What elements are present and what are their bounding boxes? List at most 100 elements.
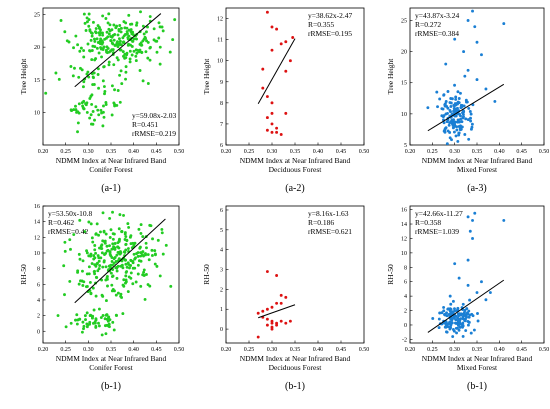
data-point — [160, 227, 164, 231]
data-point — [475, 291, 479, 294]
data-point — [126, 290, 130, 294]
data-point — [149, 224, 153, 228]
data-point — [104, 299, 108, 303]
regression-line — [427, 279, 505, 333]
data-point — [97, 321, 100, 325]
x-tick-label: 0.20 — [405, 149, 416, 155]
data-point — [462, 314, 466, 317]
data-point — [144, 253, 147, 257]
data-point — [125, 238, 129, 242]
data-point — [94, 317, 98, 321]
data-point — [87, 24, 91, 28]
data-point — [265, 317, 269, 321]
data-point — [81, 284, 85, 287]
y-tick-label: 20 — [401, 50, 407, 56]
data-point — [113, 104, 117, 108]
data-point — [97, 256, 101, 260]
data-point — [480, 53, 483, 57]
data-point — [139, 231, 143, 235]
data-point — [456, 118, 460, 122]
data-point — [270, 327, 274, 331]
data-point — [111, 48, 115, 52]
data-point — [265, 307, 269, 311]
data-point — [100, 243, 104, 247]
x-tick-label: 0.50 — [539, 149, 550, 155]
data-point — [90, 102, 94, 106]
data-point — [102, 104, 105, 108]
stats-line: y=43.87x-3.24 — [415, 11, 459, 20]
data-point — [291, 36, 295, 39]
data-point — [158, 274, 162, 278]
data-point — [150, 254, 154, 257]
data-point — [437, 326, 441, 330]
data-point — [112, 328, 116, 332]
data-point — [133, 241, 137, 245]
data-point — [76, 43, 80, 47]
chart-panel-b-1-deciduous: 0.20 0.25 0.30 0.35 0.40 0.45 0.50 0 1 2 3 4 5 6 y=8.1… — [202, 205, 369, 392]
stats-line: y=53.50x-10.8 — [48, 209, 92, 218]
data-point — [467, 137, 471, 141]
data-point — [445, 104, 449, 108]
data-point — [54, 71, 58, 75]
data-point — [164, 243, 168, 247]
data-point — [472, 328, 476, 332]
data-point — [464, 98, 468, 102]
data-point — [78, 257, 82, 261]
data-point — [469, 331, 473, 335]
data-point — [155, 50, 159, 54]
data-point — [110, 35, 114, 39]
stats-line: rRMSE=0.42 — [48, 227, 89, 236]
stats-line: rRMSE=1.039 — [415, 227, 459, 236]
data-point — [85, 311, 89, 315]
data-point — [442, 305, 446, 309]
data-point — [121, 312, 125, 316]
data-point — [122, 40, 126, 44]
data-point — [275, 301, 279, 305]
data-point — [96, 108, 100, 112]
data-point — [118, 39, 122, 43]
data-point — [275, 27, 279, 31]
data-point — [459, 106, 463, 110]
data-point — [124, 274, 128, 278]
data-point — [112, 101, 116, 105]
data-point — [103, 37, 107, 41]
data-point — [279, 319, 283, 323]
data-point — [442, 114, 446, 117]
x-tick-label: 0.25 — [60, 149, 71, 155]
data-point — [99, 108, 103, 112]
regression-line — [74, 218, 166, 304]
data-point — [79, 46, 83, 50]
data-point — [475, 40, 479, 44]
data-point — [288, 59, 292, 63]
x-tick-label: 0.40 — [494, 347, 505, 353]
data-point — [442, 121, 446, 125]
panel-label: (a-3) — [467, 183, 486, 194]
data-point — [84, 285, 88, 289]
data-point — [448, 327, 452, 331]
data-point — [464, 329, 468, 332]
data-point — [457, 97, 461, 100]
data-point — [107, 324, 111, 328]
data-point — [449, 302, 453, 306]
data-point — [275, 321, 279, 325]
data-point — [114, 26, 118, 30]
data-point — [449, 104, 453, 108]
data-point — [105, 313, 109, 317]
data-point — [131, 282, 135, 286]
data-point — [119, 292, 123, 296]
data-point — [84, 318, 87, 322]
data-point — [115, 269, 119, 273]
y-tick-label: 1 — [220, 307, 223, 313]
data-point — [461, 112, 465, 116]
x-tick-label: 0.40 — [494, 149, 505, 155]
data-point — [134, 48, 138, 52]
data-point — [130, 53, 134, 57]
data-point — [116, 250, 120, 254]
data-point — [105, 244, 109, 248]
y-tick-label: 16 — [401, 208, 407, 214]
y-tick-label: 4 — [404, 294, 407, 300]
data-point — [451, 299, 455, 303]
data-point — [81, 259, 85, 263]
data-point — [270, 305, 274, 309]
data-point — [469, 127, 473, 131]
